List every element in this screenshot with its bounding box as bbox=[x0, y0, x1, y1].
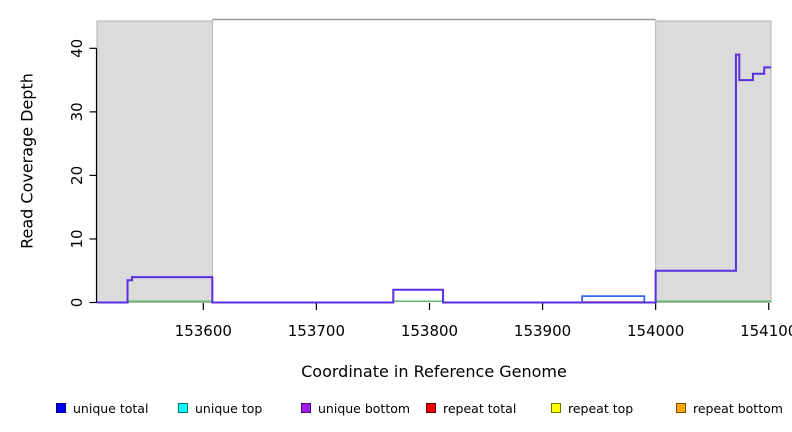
repeat-bottom-swatch-icon bbox=[676, 403, 686, 413]
y-tick-label: 20 bbox=[68, 166, 86, 185]
shaded-region bbox=[96, 20, 213, 303]
y-tick-label: 30 bbox=[68, 102, 86, 121]
legend-label: unique bottom bbox=[318, 400, 411, 416]
repeat-top-swatch-icon bbox=[551, 403, 561, 413]
legend-item-repeat-top: repeat top bbox=[551, 399, 633, 417]
legend-item-unique-top: unique top bbox=[178, 399, 262, 417]
legend-item-repeat-total: repeat total bbox=[426, 399, 516, 417]
x-tick-label: 154100 bbox=[740, 322, 792, 340]
legend-label: repeat bottom bbox=[693, 400, 783, 416]
series-unique-line bbox=[97, 53, 771, 304]
x-tick-label: 153900 bbox=[514, 322, 571, 340]
x-tick-label: 154000 bbox=[627, 322, 684, 340]
legend-label: unique total bbox=[73, 400, 149, 416]
legend-label: repeat total bbox=[443, 400, 517, 416]
x-tick-label: 153800 bbox=[401, 322, 458, 340]
x-tick-label: 153700 bbox=[288, 322, 345, 340]
unique-bottom-swatch-icon bbox=[301, 403, 311, 413]
unique-total-swatch-icon bbox=[56, 403, 66, 413]
legend: unique total unique top unique bottom re… bbox=[0, 399, 792, 419]
repeat-total-swatch-icon bbox=[426, 403, 436, 413]
legend-item-unique-total: unique total bbox=[56, 399, 148, 417]
y-tick-label: 0 bbox=[68, 298, 86, 308]
legend-label: unique top bbox=[195, 400, 263, 416]
y-tick-label: 10 bbox=[68, 229, 86, 248]
x-axis-title: Coordinate in Reference Genome bbox=[301, 362, 567, 381]
shaded-region bbox=[655, 20, 772, 303]
legend-label: repeat top bbox=[568, 400, 634, 416]
legend-item-unique-bottom: unique bottom bbox=[301, 399, 410, 417]
y-tick-label: 40 bbox=[68, 39, 86, 58]
unique-top-swatch-icon bbox=[178, 403, 188, 413]
y-axis-title: Read Coverage Depth bbox=[17, 73, 37, 249]
series-unique-total-line bbox=[581, 295, 646, 303]
x-tick-label: 153600 bbox=[175, 322, 232, 340]
legend-item-repeat-bottom: repeat bottom bbox=[676, 399, 783, 417]
